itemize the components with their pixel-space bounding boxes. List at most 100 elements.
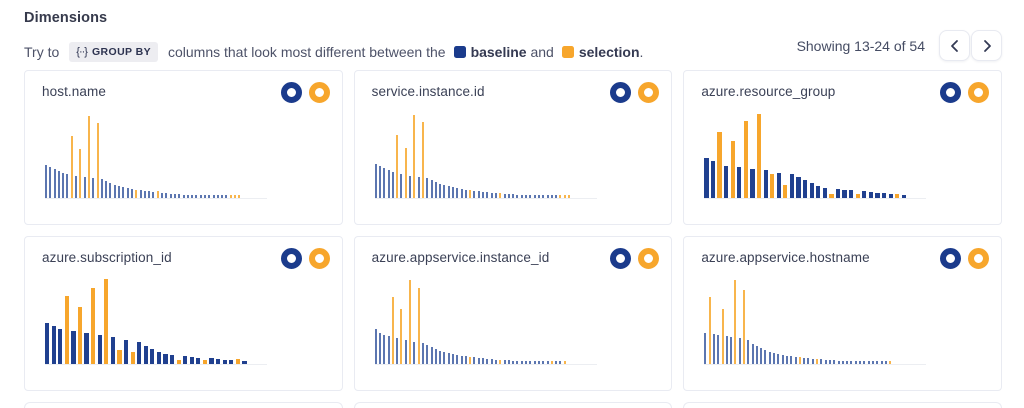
baseline-bar <box>790 356 793 364</box>
baseline-bar <box>229 360 234 364</box>
baseline-bar <box>520 195 523 198</box>
baseline-bar <box>45 165 47 198</box>
selection-bar <box>798 357 801 364</box>
baseline-bar <box>704 333 707 364</box>
baseline-bar <box>849 190 854 198</box>
bar-chart[interactable] <box>704 106 906 198</box>
dimension-card[interactable]: azure.appservice.instance_id <box>353 236 673 391</box>
dimension-title: azure.resource_group <box>701 84 836 99</box>
baseline-bar <box>781 355 784 364</box>
baseline-bar <box>710 161 716 198</box>
dimension-card[interactable]: azure.subscription_id <box>24 236 343 391</box>
selection-bar <box>409 280 412 364</box>
bar-chart[interactable] <box>374 272 566 364</box>
selection-bar <box>229 195 232 198</box>
baseline-toggle[interactable] <box>939 82 961 103</box>
next-page-button[interactable] <box>971 30 1002 61</box>
baseline-toggle[interactable] <box>610 248 632 269</box>
selection-bar <box>829 194 834 198</box>
baseline-bar <box>196 358 201 364</box>
hint-middle: columns that look most different between… <box>167 44 446 60</box>
baseline-bar <box>796 177 801 198</box>
baseline-bar <box>113 185 116 198</box>
pagination: Showing 13-24 of 54 <box>797 30 1002 61</box>
baseline-bar <box>123 340 129 364</box>
selection-toggle[interactable] <box>638 248 660 269</box>
baseline-bar <box>503 194 506 198</box>
baseline-bar <box>126 188 129 198</box>
selection-bar <box>64 296 69 364</box>
dimension-card[interactable]: azure.appservice.hostname <box>683 236 1002 391</box>
series-toggles <box>939 82 989 103</box>
baseline-bar <box>533 361 536 364</box>
baseline-bar <box>816 186 821 198</box>
group-by-chip[interactable]: {··} GROUP BY <box>69 42 158 62</box>
baseline-bar <box>460 356 463 364</box>
baseline-bar <box>150 349 155 364</box>
baseline-toggle[interactable] <box>280 248 302 269</box>
baseline-bar <box>426 345 429 364</box>
baseline-bar <box>209 358 214 364</box>
selection-bar <box>91 288 96 364</box>
chart-axis-line <box>374 197 597 199</box>
baseline-bar <box>704 158 709 198</box>
baseline-bar <box>191 195 194 198</box>
series-toggles <box>939 248 989 269</box>
baseline-bar <box>434 182 437 198</box>
prev-page-button[interactable] <box>939 30 970 61</box>
baseline-bar <box>529 361 532 364</box>
selection-bar <box>130 352 135 364</box>
selection-bar <box>717 132 722 198</box>
dimension-card[interactable]: azure.resource_group <box>683 70 1002 225</box>
baseline-bar <box>529 195 532 198</box>
baseline-bar <box>413 342 416 364</box>
baseline-bar <box>473 191 476 198</box>
bar-chart[interactable] <box>704 272 892 364</box>
baseline-bar <box>430 180 433 198</box>
series-toggles <box>280 248 330 269</box>
selection-toggle[interactable] <box>308 248 330 269</box>
dimension-card[interactable]: host.name <box>24 70 343 225</box>
baseline-bar <box>737 167 742 198</box>
dimension-card[interactable]: service.instance.id <box>353 70 673 225</box>
baseline-bar <box>546 361 549 364</box>
baseline-bar <box>404 340 407 364</box>
baseline-bar <box>51 326 56 364</box>
selection-toggle[interactable] <box>308 82 330 103</box>
baseline-bar <box>169 194 172 198</box>
bar-chart[interactable] <box>45 272 247 364</box>
baseline-bar <box>546 195 549 198</box>
baseline-bar <box>212 195 215 198</box>
chart-axis-line <box>45 197 267 199</box>
selection-toggle[interactable] <box>967 248 989 269</box>
selection-bar <box>79 149 82 198</box>
baseline-toggle[interactable] <box>939 248 961 269</box>
selection-toggle[interactable] <box>967 82 989 103</box>
baseline-bar <box>822 188 827 198</box>
selection-toggle[interactable] <box>638 82 660 103</box>
baseline-bar <box>833 360 836 364</box>
selection-bar <box>238 195 241 198</box>
bar-chart[interactable] <box>374 106 571 198</box>
baseline-bar <box>62 173 65 198</box>
baseline-bar <box>143 346 148 364</box>
baseline-bar <box>189 357 194 364</box>
baseline-bar <box>525 195 528 198</box>
card-header: azure.appservice.hostname <box>684 237 1001 269</box>
baseline-label: baseline <box>470 44 527 60</box>
selection-bar <box>404 148 407 198</box>
baseline-bar <box>482 358 485 364</box>
baseline-bar <box>755 346 758 364</box>
baseline-bar <box>555 195 558 198</box>
card-header: service.instance.id <box>355 71 672 103</box>
dimension-card-partial <box>353 402 673 408</box>
selection-bar <box>469 190 472 198</box>
baseline-bar <box>482 192 485 198</box>
baseline-bar <box>387 336 390 364</box>
baseline-toggle[interactable] <box>610 82 632 103</box>
chart-axis-line <box>704 197 927 199</box>
selection-bar <box>234 195 237 198</box>
baseline-toggle[interactable] <box>280 82 302 103</box>
baseline-bar <box>473 357 476 364</box>
bar-chart[interactable] <box>45 106 241 198</box>
